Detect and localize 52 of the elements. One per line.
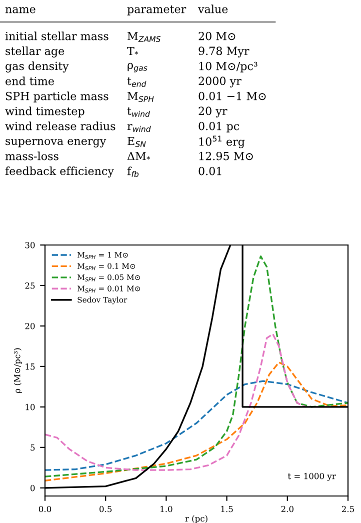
x-tick-label: 2.0 [281, 506, 294, 512]
line-series [45, 380, 348, 471]
text: wind timestep [5, 106, 84, 118]
text: 0.01 pc [198, 122, 240, 132]
y-tick-label: 5 [30, 444, 35, 451]
text: 0.01 [198, 166, 222, 176]
line-series [45, 333, 306, 471]
text: initial stellar mass [5, 32, 108, 40]
text: M$_{SPH}$ [128, 92, 154, 102]
text: parameter [127, 6, 186, 16]
text: 0.01 −1 M⊙ [198, 92, 266, 100]
text: 20 M⊙ [198, 32, 236, 40]
y-tick-label: 25 [25, 282, 35, 289]
text: 12.95 M⊙ [199, 152, 253, 160]
y-axis-title: ρ (M⊙/pc³) [14, 348, 22, 393]
y-tick-label: 10 [26, 404, 35, 410]
text: wind release radius [5, 122, 116, 130]
text: T$_{*}$ [127, 46, 138, 56]
text: gas density [6, 62, 69, 72]
text: 20 yr [198, 106, 228, 118]
text: t$_{wind}$ [127, 107, 150, 117]
text: supernova energy [6, 138, 106, 148]
text: 2000 yr [198, 76, 242, 88]
text: 10$^{51}$ erg [199, 136, 245, 148]
text: M$_{ZAMS}$ [128, 32, 161, 42]
x-tick-label: 0.5 [100, 506, 112, 512]
x-axis-title: r (pc) [185, 515, 208, 523]
y-tick-label: 20 [25, 322, 35, 330]
text: ρ$_{gas}$ [128, 62, 148, 72]
text: 10 M⊙/pc³ [199, 62, 258, 72]
y-tick-label: 15 [26, 363, 35, 370]
text: mass-loss [5, 152, 58, 160]
x-tick-label: 2.5 [342, 506, 354, 512]
x-tick-label: 1.5 [221, 506, 233, 512]
y-tick-label: 0 [30, 484, 35, 492]
text: E$_{SN}$ [128, 136, 146, 147]
text: r$_{wind}$ [127, 124, 151, 132]
x-tick-label: 1.0 [160, 506, 172, 512]
text: f$_{fb}$ [127, 166, 139, 177]
text: ΔM$_{*}$ [127, 152, 150, 160]
annotation: t = 1000 yr [288, 472, 336, 481]
text: t$_{end}$ [127, 77, 146, 87]
text: value [198, 4, 228, 14]
x-tick-label: 0.0 [38, 506, 52, 512]
text: stellar age [6, 46, 64, 58]
text: end time [6, 76, 54, 86]
y-tick-label: 30 [25, 242, 35, 248]
text: SPH particle mass [6, 92, 108, 102]
line-series [45, 362, 348, 482]
text: name [5, 7, 36, 14]
text: feedback efficiency [5, 166, 114, 178]
text: 9.78 Myr [198, 46, 250, 58]
